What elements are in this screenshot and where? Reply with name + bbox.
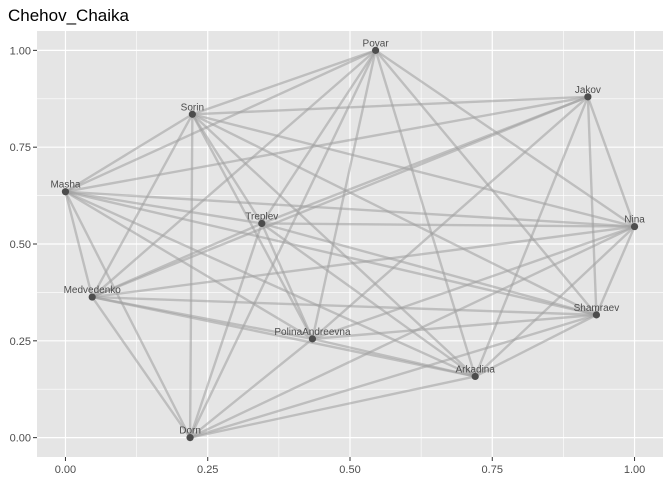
- y-tick-label: 0.50: [10, 239, 31, 251]
- node-labels-layer: Povar Jakov Sorin Masha Nina Treplev Medvedenk…: [50, 38, 645, 436]
- edge-Masha-Dorn: [64, 190, 192, 439]
- x-tick-label: 0.00: [55, 464, 76, 476]
- node-label-Shamraev: Shamraev: [574, 303, 620, 314]
- edge-Treplev-Nina: [260, 222, 636, 228]
- node-label-PolinaAndreevna: PolinaAndreevna: [274, 327, 351, 338]
- chart-title: Chehov_Chaika: [8, 6, 130, 25]
- node-label-Arkadina: Arkadina: [455, 364, 495, 375]
- edge-Povar-Sorin: [191, 49, 377, 116]
- edge-Masha-PolinaAndreevna: [64, 190, 314, 341]
- edge-Masha-Shamraev: [64, 190, 598, 317]
- node-Masha: [61, 188, 70, 196]
- edge-Sorin-Masha: [64, 113, 194, 193]
- edge-Jakov-Arkadina: [474, 95, 590, 378]
- edge-Sorin-Dorn: [188, 113, 194, 439]
- node-Shamraev: [592, 311, 601, 319]
- edge-Medvedenko-Arkadina: [91, 295, 477, 378]
- edge-Shamraev-Dorn: [188, 313, 598, 439]
- edge-Masha-Medvedenko: [64, 190, 94, 299]
- y-tick-label: 0.00: [10, 433, 31, 445]
- edge-Masha-Arkadina: [64, 190, 477, 378]
- node-Arkadina: [471, 372, 479, 381]
- nodes-layer: [61, 46, 639, 442]
- edge-Jakov-Medvedenko: [91, 95, 590, 299]
- edge-Medvedenko-Shamraev: [91, 295, 598, 317]
- edge-Nina-PolinaAndreevna: [311, 225, 636, 341]
- edge-Sorin-Shamraev: [191, 113, 598, 317]
- edge-Treplev-Arkadina: [260, 222, 477, 378]
- edge-Treplev-Medvedenko: [91, 222, 263, 299]
- edge-Jakov-Masha: [64, 95, 590, 193]
- edge-Sorin-Nina: [191, 113, 636, 228]
- edge-Nina-Arkadina: [474, 225, 636, 378]
- edge-Masha-Treplev: [64, 190, 263, 225]
- edge-Jakov-Shamraev: [586, 95, 598, 317]
- y-tick-label: 0.75: [10, 142, 31, 154]
- edge-Medvedenko-Nina: [91, 225, 636, 299]
- node-label-Masha: Masha: [50, 180, 80, 191]
- node-label-Sorin: Sorin: [181, 102, 204, 113]
- node-Nina: [630, 222, 639, 231]
- edge-Nina-Shamraev: [595, 225, 636, 317]
- x-tick-label: 0.75: [482, 464, 503, 476]
- edge-PolinaAndreevna-Arkadina: [311, 337, 477, 378]
- node-Sorin: [188, 110, 196, 118]
- y-tick-label: 1.00: [10, 45, 31, 57]
- node-Povar: [372, 46, 380, 54]
- y-tick-label: 0.25: [10, 336, 31, 348]
- node-label-Nina: Nina: [624, 215, 645, 226]
- edge-Nina-Dorn: [188, 225, 636, 439]
- edge-Jakov-PolinaAndreevna: [311, 95, 590, 341]
- node-Treplev: [258, 219, 266, 228]
- x-tick-label: 0.50: [339, 464, 360, 476]
- node-Dorn: [186, 434, 194, 442]
- edge-PolinaAndreevna-Dorn: [188, 337, 314, 439]
- x-tick-label: 1.00: [624, 464, 645, 476]
- edge-Povar-Medvedenko: [91, 49, 377, 299]
- node-label-Medvedenko: Medvedenko: [64, 285, 122, 296]
- edge-Sorin-Arkadina: [191, 113, 477, 378]
- node-label-Jakov: Jakov: [575, 85, 601, 96]
- node-Jakov: [584, 93, 592, 101]
- edge-Jakov-Nina: [586, 95, 636, 228]
- edge-Medvedenko-Dorn: [91, 295, 192, 439]
- edge-Shamraev-PolinaAndreevna: [311, 313, 598, 341]
- edge-Jakov-Sorin: [191, 95, 590, 116]
- node-label-Treplev: Treplev: [245, 211, 278, 222]
- node-label-Dorn: Dorn: [179, 426, 201, 437]
- edges-layer: [64, 49, 636, 439]
- edge-Sorin-Treplev: [191, 113, 263, 225]
- edge-Sorin-Medvedenko: [91, 113, 194, 299]
- edge-Arkadina-Dorn: [188, 375, 477, 439]
- x-axis: 0.00 0.25 0.50 0.75 1.00: [55, 457, 645, 476]
- edge-Povar-Dorn: [188, 49, 377, 439]
- edge-Treplev-Shamraev: [260, 222, 598, 317]
- node-label-Povar: Povar: [363, 38, 390, 49]
- node-PolinaAndreevna: [308, 335, 317, 343]
- edge-Masha-Nina: [64, 190, 636, 228]
- x-tick-label: 0.25: [197, 464, 218, 476]
- edge-Povar-Shamraev: [374, 49, 598, 317]
- edge-Shamraev-Arkadina: [474, 313, 598, 378]
- edge-Masha-Povar: [64, 49, 377, 193]
- edge-Treplev-PolinaAndreevna: [260, 222, 314, 341]
- node-Medvedenko: [88, 293, 96, 301]
- y-axis: 0.00 0.25 0.50 0.75 1.00: [10, 45, 37, 445]
- edge-Treplev-Dorn: [188, 222, 263, 439]
